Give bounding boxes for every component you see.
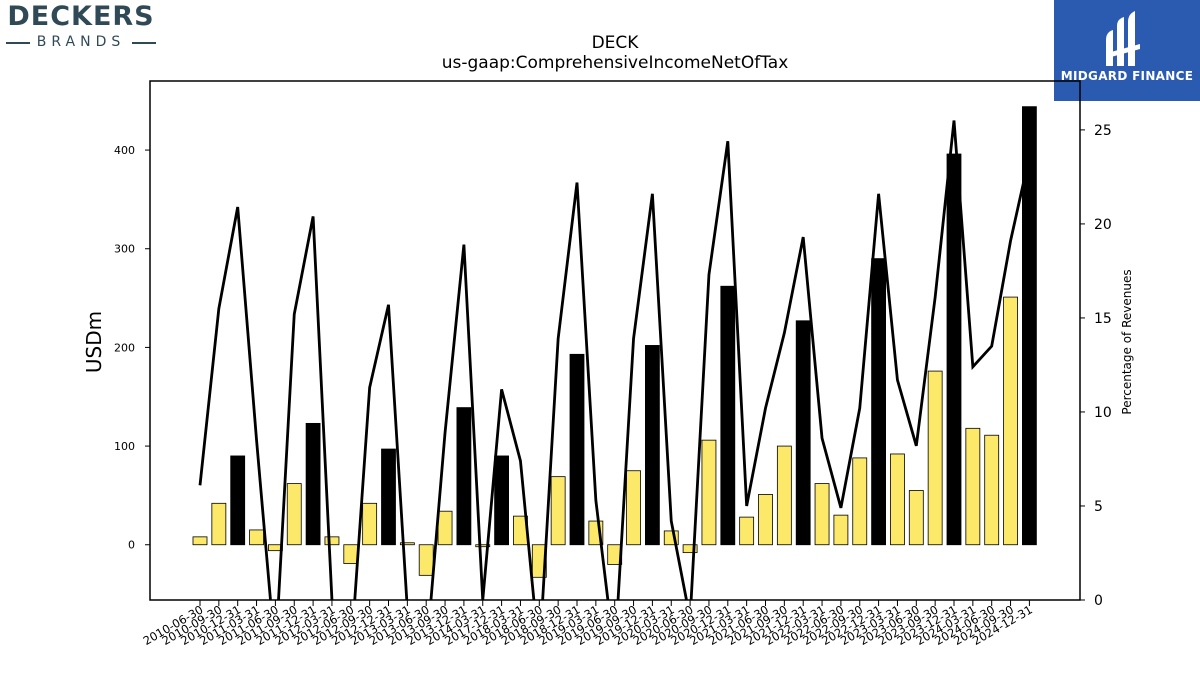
y-axis-label: USDm: [82, 311, 106, 373]
bar: [776, 445, 792, 546]
y-tick-label: 100: [114, 440, 135, 453]
bar: [305, 422, 321, 546]
bar: [324, 536, 340, 546]
bar: [362, 502, 378, 546]
y2-tick-label: 5: [1094, 499, 1103, 515]
bar: [946, 153, 962, 546]
bar: [550, 476, 566, 546]
y2-tick-label: 20: [1094, 217, 1112, 233]
midgard-name: MIDGARD FINANCE: [1060, 69, 1194, 83]
bar: [437, 510, 453, 546]
bar: [908, 490, 924, 546]
bar: [814, 483, 830, 546]
y-tick-label: 300: [114, 243, 135, 256]
bar: [890, 453, 905, 546]
bar: [682, 544, 698, 554]
bar: [1003, 296, 1018, 546]
chart-title: DECK: [592, 33, 640, 53]
bar: [418, 544, 434, 576]
plot-area: 010020030040005101520252010-06-302010-09…: [114, 106, 1112, 648]
midgard-logo-icon: [1106, 11, 1140, 66]
bar: [701, 439, 717, 546]
bar: [456, 407, 472, 546]
bar: [645, 345, 660, 546]
bar: [758, 494, 773, 546]
plot-frame: [149, 80, 1081, 601]
bar: [965, 427, 981, 546]
y2-tick-label: 15: [1094, 311, 1112, 327]
bar: [1022, 106, 1037, 546]
percentage-line: [198, 120, 1031, 600]
bar: [343, 544, 359, 564]
brand-rule-left: [6, 42, 30, 44]
bar: [626, 470, 641, 546]
y2-tick-label: 0: [1094, 593, 1103, 609]
bar: [249, 529, 264, 546]
brand-rule-right: [132, 42, 156, 44]
bar: [984, 434, 1000, 546]
bar: [720, 285, 736, 546]
bar: [230, 455, 246, 546]
bar: [381, 448, 396, 546]
bar: [494, 455, 510, 546]
bar: [399, 542, 415, 546]
bar: [871, 258, 886, 546]
y-tick-label: 200: [114, 341, 135, 354]
bar: [795, 320, 811, 546]
bar: [927, 370, 943, 546]
bar: [475, 544, 491, 548]
bar: [833, 514, 849, 546]
bar: [852, 457, 868, 546]
y2-axis-label: Percentage of Revenues: [1120, 269, 1134, 414]
y2-tick-label: 25: [1094, 123, 1112, 139]
bar: [211, 502, 227, 546]
brand-sub-row: BRANDS: [4, 33, 158, 51]
midgard-finance-badge: MIDGARD FINANCE: [1054, 0, 1200, 101]
brand-name: DECKERS: [7, 1, 155, 32]
chart-subtitle: us-gaap:ComprehensiveIncomeNetOfTax: [442, 53, 789, 73]
bar: [192, 536, 208, 546]
brand-sub: BRANDS: [36, 34, 126, 50]
bar: [739, 516, 755, 546]
y2-tick-label: 10: [1094, 405, 1112, 421]
bar: [286, 483, 302, 546]
y-tick-label: 400: [114, 144, 135, 157]
y-tick-label: 0: [128, 539, 135, 552]
bar: [569, 353, 585, 546]
deckers-brands-logo: DECKERS BRANDS: [4, 2, 158, 52]
